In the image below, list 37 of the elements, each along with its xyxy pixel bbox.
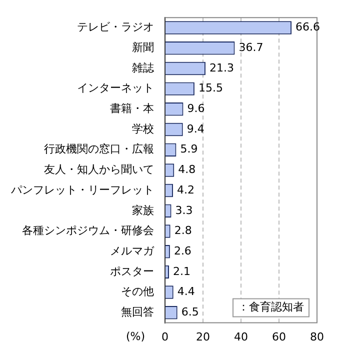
y-tick-label: 学校 [132, 122, 154, 136]
y-tick-label: ポスター [110, 264, 154, 278]
y-tick-label: テレビ・ラジオ [77, 20, 154, 34]
y-tick-label: 新聞 [132, 40, 154, 54]
x-tick-label: 20 [196, 330, 210, 344]
x-tick-label: 0 [162, 330, 168, 344]
data-label: 3.3 [175, 204, 193, 217]
data-label: 2.8 [174, 224, 192, 238]
y-tick-label: パンフレット・リーフレット [10, 183, 154, 196]
data-label: 2.6 [174, 244, 192, 258]
y-tick-label: 友人・知人から聞いて [44, 163, 154, 176]
y-tick-label: その他 [121, 285, 154, 298]
data-label: 4.4 [177, 285, 195, 298]
x-tick-label: 80 [310, 330, 324, 344]
data-label: 66.6 [296, 20, 320, 34]
data-label: 4.8 [178, 163, 196, 176]
y-tick-label: 行政機関の窓口・広報 [44, 142, 154, 156]
y-tick-label: 書籍・本 [110, 102, 154, 116]
data-label: 15.5 [198, 82, 223, 95]
data-label: 9.6 [187, 102, 205, 116]
y-tick-label: 雑誌 [132, 61, 154, 74]
x-tick-label: 40 [234, 330, 248, 344]
data-label: 2.1 [172, 264, 190, 278]
data-label: 6.5 [181, 305, 199, 318]
data-label: 36.7 [238, 40, 264, 54]
data-label: 9.4 [186, 122, 204, 136]
data-label: 5.9 [180, 142, 198, 156]
x-tick-label: 60 [272, 330, 286, 344]
annotation: ：食育認知者 [238, 300, 304, 314]
y-tick-label: 家族 [132, 204, 154, 217]
y-tick-label: 無回答 [121, 305, 154, 318]
y-tick-label: インターネット [77, 82, 154, 95]
data-label: 21.3 [209, 61, 234, 74]
y-tick-label: 各種シンポジウム・研修会 [22, 224, 154, 238]
y-tick-label: メルマガ [110, 244, 155, 258]
x-axis-title: (%) [126, 330, 145, 344]
data-label: 4.2 [176, 183, 194, 196]
